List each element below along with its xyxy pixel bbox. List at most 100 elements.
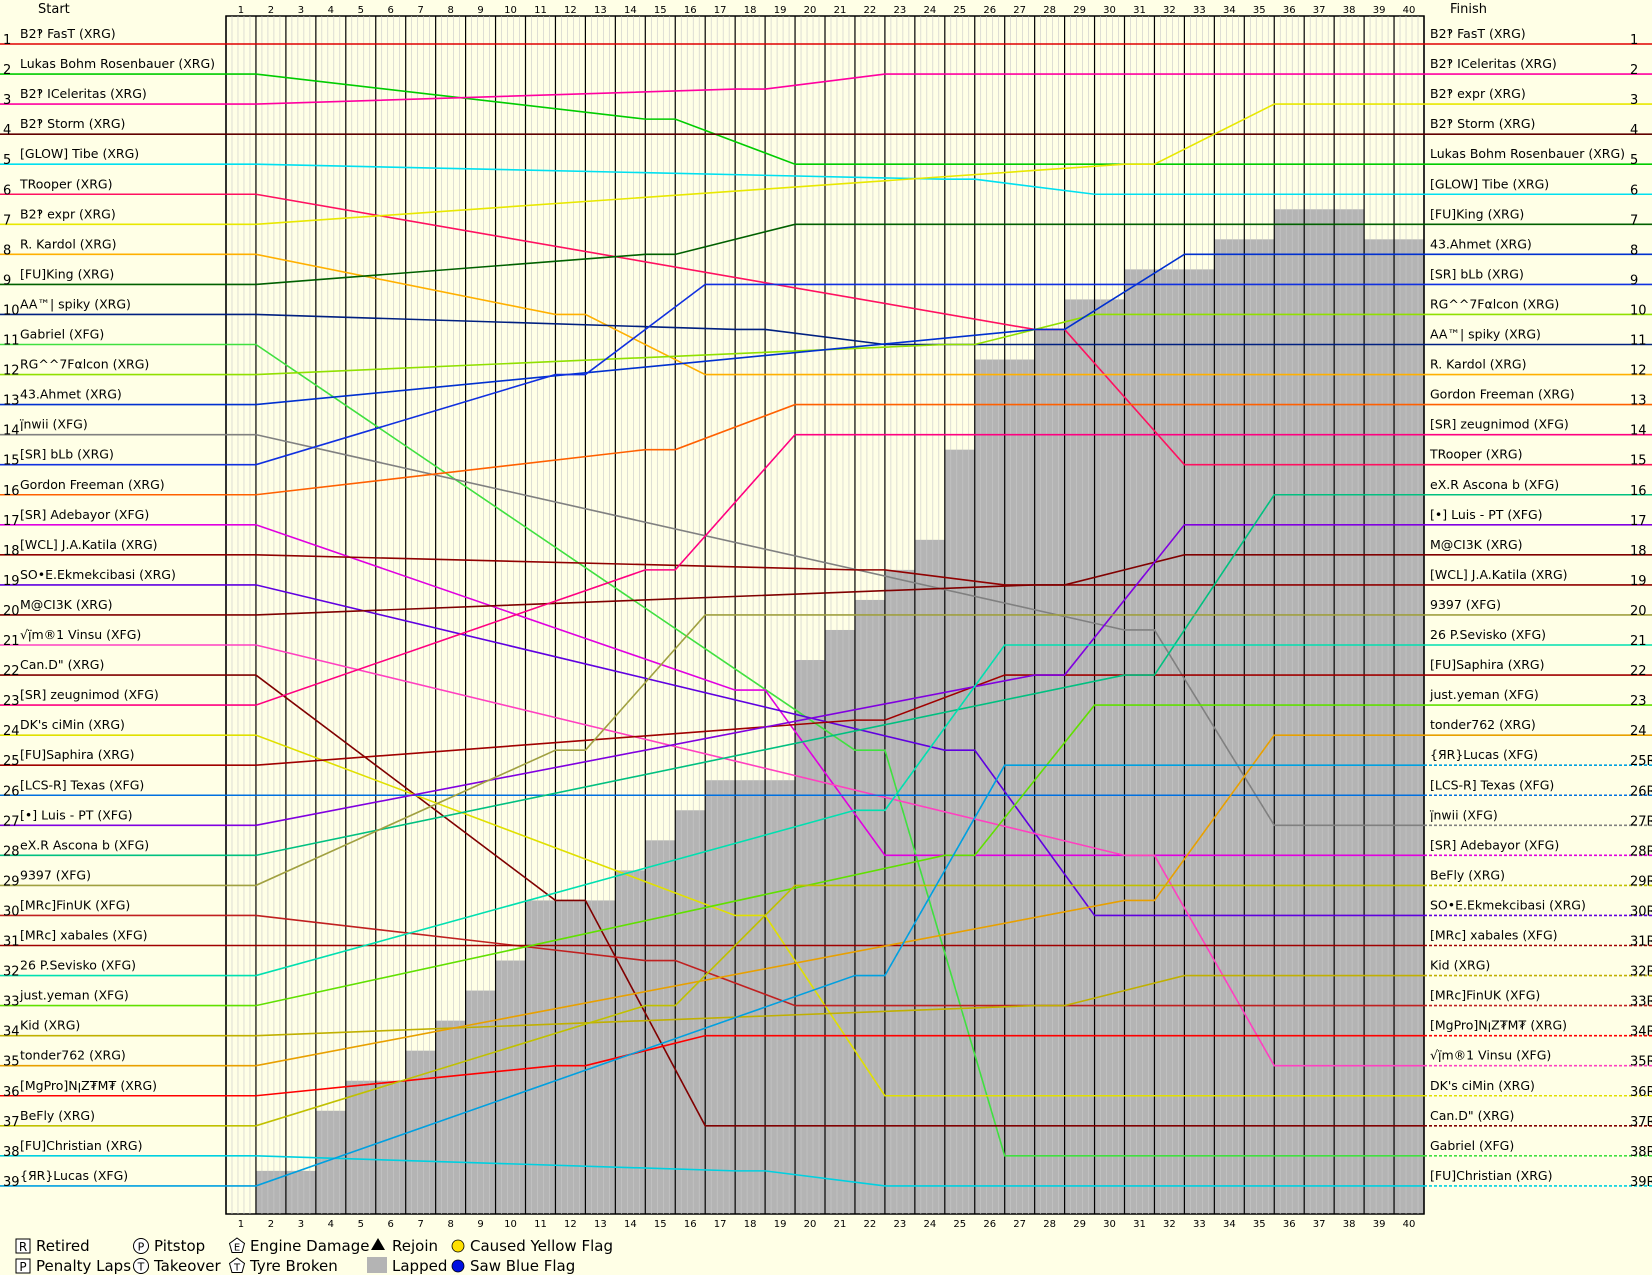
lap-label-bottom: 17 [714, 1219, 727, 1230]
start-driver-name: RG^^7Fαlcon (XRG) [20, 357, 149, 372]
finish-position: 8 [1630, 243, 1638, 258]
lap-label-bottom: 32 [1163, 1219, 1176, 1230]
lapped-block [1034, 329, 1065, 1215]
start-position: 11 [3, 334, 20, 349]
finish-driver-name: eX.R Ascona b (XFG) [1430, 477, 1559, 492]
start-position: 26 [3, 784, 20, 799]
start-position: 18 [3, 544, 20, 559]
start-position: 4 [3, 123, 11, 138]
lap-label-bottom: 39 [1373, 1219, 1386, 1230]
lap-label-bottom: 14 [624, 1219, 637, 1230]
finish-position: 2 [1630, 63, 1638, 78]
lapped-block [974, 359, 1005, 1214]
start-driver-name: [GLOW] Tibe (XRG) [20, 146, 139, 161]
start-position: 7 [3, 213, 11, 228]
start-driver-name: 9397 (XFG) [20, 867, 91, 882]
finish-driver-name: Gordon Freeman (XRG) [1430, 387, 1575, 402]
finish-driver-name: B2‽ Storm (XRG) [1430, 116, 1535, 131]
finish-driver-name: Kid (XRG) [1430, 958, 1490, 973]
lap-label-bottom: 15 [654, 1219, 667, 1230]
lap-label-top: 12 [564, 5, 577, 16]
start-driver-name: tonder762 (XRG) [20, 1048, 126, 1063]
lap-label-top: 23 [894, 5, 907, 16]
start-position: 15 [3, 454, 20, 469]
driver-path [226, 884, 1424, 1127]
lap-label-bottom: 30 [1103, 1219, 1116, 1230]
start-driver-name: B2‽ expr (XRG) [20, 206, 116, 221]
lapped-block [375, 1080, 406, 1214]
finish-position: 29R [1630, 874, 1652, 889]
lap-label-top: 32 [1163, 5, 1176, 16]
lap-label-bottom: 1 [238, 1219, 244, 1230]
start-position: 19 [3, 574, 20, 589]
start-position: 29 [3, 874, 20, 889]
finish-position: 12 [1630, 364, 1647, 379]
start-position: 25 [3, 754, 20, 769]
lapped-block [1154, 269, 1185, 1214]
finish-driver-name: [FU]King (XRG) [1430, 206, 1524, 221]
lap-label-top: 22 [864, 5, 877, 16]
finish-position: 5 [1630, 153, 1638, 168]
finish-driver-name: [MRc]FinUK (XFG) [1430, 988, 1540, 1003]
start-position: 2 [3, 63, 11, 78]
driver-path [226, 223, 1424, 286]
lapped-block [705, 780, 736, 1214]
driver-path [226, 313, 1424, 376]
finish-position: 36R [1630, 1085, 1652, 1100]
lap-label-bottom: 36 [1283, 1219, 1296, 1230]
finish-driver-name: [WCL] J.A.Katila (XRG) [1430, 567, 1568, 582]
retired-icon-letter: R [19, 1240, 27, 1254]
finish-driver-name: B2‽ FasT (XRG) [1430, 26, 1526, 41]
lapped-block [1244, 239, 1275, 1214]
start-driver-name: Can.D" (XRG) [20, 657, 104, 672]
driver-path [226, 163, 1424, 196]
lap-label-bottom: 8 [447, 1219, 453, 1230]
pitstop-icon [133, 1238, 149, 1254]
finish-driver-name: 9397 (XFG) [1430, 597, 1501, 612]
start-driver-name: √ꞁ̈m®1 Vinsu (XFG) [20, 627, 141, 642]
lapped-block [315, 1110, 346, 1214]
lap-label-top: 38 [1343, 5, 1356, 16]
finish-driver-name: [SR] bLb (XRG) [1430, 266, 1524, 281]
start-driver-name: B2‽ Storm (XRG) [20, 116, 125, 131]
lapped-block [255, 1170, 286, 1214]
lap-label-bottom: 31 [1133, 1219, 1146, 1230]
start-driver-name: [LCS-R] Texas (XFG) [20, 777, 144, 792]
start-position: 38 [3, 1145, 20, 1160]
lap-label-top: 28 [1043, 5, 1056, 16]
lapped-block [1274, 209, 1305, 1214]
finish-driver-name: [SR] zeugnimod (XFG) [1430, 417, 1569, 432]
legend-tyre-broken: Tyre Broken [249, 1257, 338, 1275]
lapped-block [1304, 209, 1335, 1214]
lap-label-bottom: 2 [268, 1219, 274, 1230]
finish-position: 21 [1630, 634, 1647, 649]
retired-icon [15, 1238, 31, 1254]
start-position: 12 [3, 364, 20, 379]
lap-label-top: 9 [477, 5, 483, 16]
lap-label-top: 36 [1283, 5, 1296, 16]
start-driver-name: [MRc]FinUK (XFG) [20, 897, 130, 912]
finish-driver-name: B2‽ expr (XRG) [1430, 86, 1526, 101]
driver-path [226, 433, 1424, 706]
start-driver-name: Lukas Bohm Rosenbauer (XRG) [20, 56, 215, 71]
engine-icon [228, 1237, 246, 1253]
finish-driver-name: just.yeman (XFG) [1429, 687, 1539, 702]
lap-label-top: 20 [804, 5, 817, 16]
pitstop-icon-letter: P [138, 1241, 145, 1254]
lap-label-top: 29 [1073, 5, 1086, 16]
legend-retired: Retired [36, 1237, 90, 1255]
lap-label-bottom: 20 [804, 1219, 817, 1230]
start-driver-name: B2‽ ICeleritas (XRG) [20, 86, 147, 101]
start-driver-name: Gordon Freeman (XRG) [20, 477, 165, 492]
finish-driver-name: Lukas Bohm Rosenbauer (XRG) [1430, 146, 1625, 161]
start-driver-name: AA™| spiky (XRG) [20, 296, 131, 311]
finish-position: 32R [1630, 965, 1652, 980]
lap-label-top: 16 [684, 5, 697, 16]
driver-path [226, 674, 1424, 1127]
legend-pitstop: Pitstop [154, 1237, 205, 1255]
start-position: 21 [3, 634, 20, 649]
lap-label-top: 10 [504, 5, 517, 16]
start-position: 9 [3, 273, 11, 288]
start-position: 30 [3, 904, 20, 919]
finish-position: 33R [1630, 995, 1652, 1010]
